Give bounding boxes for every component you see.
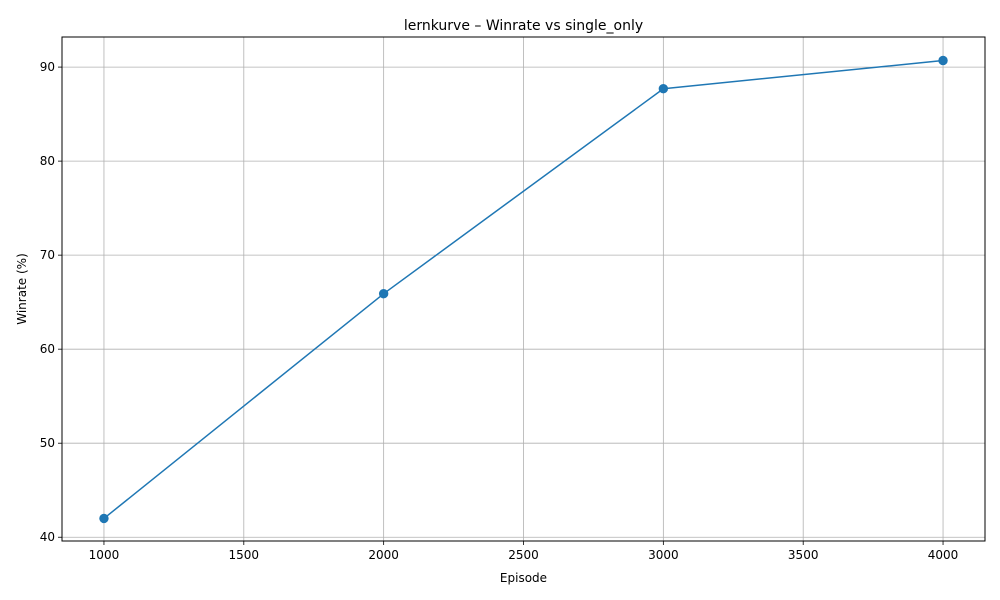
y-tick-label: 50	[40, 436, 55, 450]
y-axis-label: Winrate (%)	[15, 253, 29, 325]
x-tick-label: 2000	[368, 548, 399, 562]
x-tick-label: 1500	[229, 548, 260, 562]
y-tick-label: 90	[40, 60, 55, 74]
x-tick-label: 3000	[648, 548, 679, 562]
x-tick-label: 1000	[89, 548, 120, 562]
series-line	[103, 59, 944, 520]
y-tick-label: 70	[40, 248, 55, 262]
y-tick-label: 80	[40, 154, 55, 168]
data-point	[99, 513, 109, 524]
chart-title: lernkurve – Winrate vs single_only	[404, 18, 643, 34]
x-tick-label: 4000	[928, 548, 959, 562]
y-tick-label: 40	[40, 530, 55, 544]
x-axis-label: Episode	[500, 571, 547, 585]
data-point	[938, 55, 948, 66]
data-point	[378, 289, 389, 299]
y-tick-label: 60	[40, 342, 55, 356]
series-layer	[99, 55, 948, 524]
data-point	[658, 84, 669, 94]
grid	[62, 37, 985, 541]
x-tick-label: 2500	[508, 548, 539, 562]
ticks: 1000 1500 2000 2500 3000 3500 4000 40 50 60 70 80 90	[40, 60, 959, 562]
x-tick-label: 3500	[788, 548, 819, 562]
